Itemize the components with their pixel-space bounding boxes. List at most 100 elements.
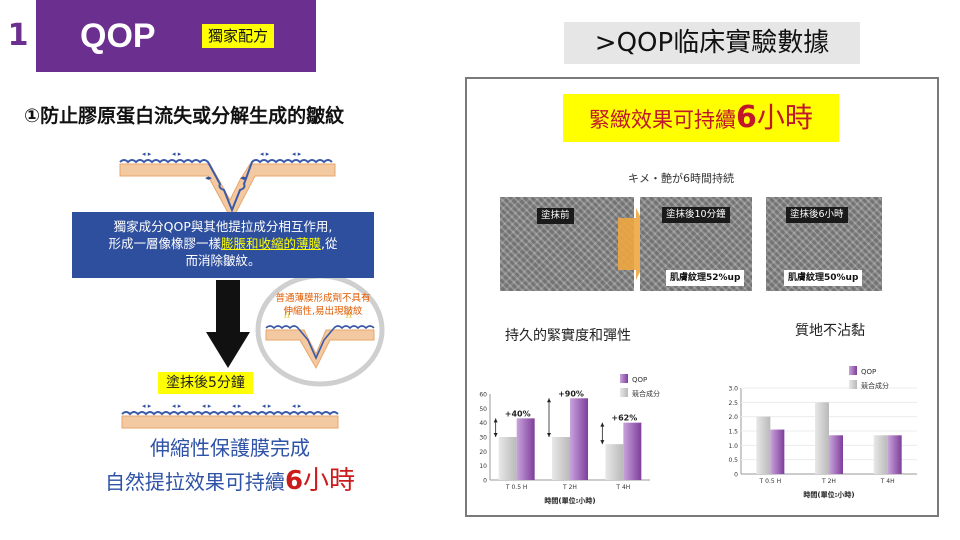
svg-text:◂ ▸: ◂ ▸ — [292, 150, 302, 158]
x-tick-label: T 2H — [562, 484, 577, 491]
legend-swatch-qop — [849, 366, 857, 375]
panel-headline-pre: 緊緻效果可持續 — [589, 108, 737, 132]
y-tick-label: 10 — [479, 463, 487, 470]
photo-label-10min: 塗抹後10分鐘 — [662, 207, 730, 223]
x-axis-label: 時間(單位:小時) — [544, 496, 595, 505]
panel-headline-number: 6 — [736, 100, 757, 135]
exclusive-tag: 獨家配方 — [202, 24, 275, 48]
product-title: QOP — [80, 17, 156, 55]
svg-text:ℓℓ: ℓℓ — [283, 311, 291, 320]
conclusion-hours-number: 6 — [284, 466, 304, 496]
x-tick-label: T 4H — [880, 478, 895, 485]
y-tick-label: 30 — [479, 435, 487, 442]
bar-compare — [605, 444, 624, 480]
mechanism-line-1: 獨家成分QOP與其他提拉成分相互作用, — [113, 219, 333, 234]
y-tick-label: 3.0 — [728, 386, 738, 393]
x-axis-label: 時間(單位:小時) — [803, 490, 854, 499]
legend-swatch-compare — [849, 380, 857, 389]
clinical-data-title: >QOP临床實驗數據 — [564, 22, 860, 64]
bar-compare — [756, 416, 771, 474]
panel-headline: 緊緻效果可持續6小時 — [563, 94, 839, 142]
legend-label-compare: 競合成分 — [861, 381, 889, 390]
bar-qop — [516, 418, 535, 480]
svg-text:ℓℓ: ℓℓ — [345, 311, 353, 320]
ordinary-film-note-line-1: 普通薄膜形成劑不具有 — [275, 293, 371, 304]
svg-text:◂ ▸: ◂ ▸ — [172, 150, 182, 158]
conclusion-line-2: 自然提拉效果可持續6小時 — [60, 466, 400, 497]
chart-2-title: 質地不沾黏 — [795, 323, 865, 339]
mechanism-description-box: 獨家成分QOP與其他提拉成分相互作用, 形成一層像橡膠一樣膨脹和收縮的薄膜,從 … — [72, 212, 374, 278]
mechanism-line-2-pre: 形成一層像橡膠一樣 — [108, 236, 221, 251]
x-tick-label: T 0.5 H — [759, 478, 782, 485]
film-illustration: ◂ ▸ ◂ ▸ ◂ ▸ ◂ ▸ ◂▸ ◂▸ ℓℓ ℓℓ ◂ ▸ ◂ ▸ ◂ ▸ ◂ ▸ ◂ ▸ ◂ … — [119, 150, 385, 429]
x-tick-label: T 4H — [615, 484, 630, 491]
mechanism-line-2-post: ,從 — [321, 236, 338, 251]
svg-text:◂ ▸: ◂ ▸ — [142, 402, 152, 410]
legend-label-qop: QOP — [861, 368, 876, 376]
svg-text:◂ ▸: ◂ ▸ — [292, 402, 302, 410]
skin-photo-before — [500, 197, 634, 291]
y-tick-label: 2.5 — [728, 400, 738, 407]
mechanism-highlight: 膨脹和收縮的薄膜 — [221, 236, 322, 251]
increase-arrowhead — [600, 422, 605, 427]
x-tick-label: T 0.5 H — [505, 484, 528, 491]
section-number: 1 — [0, 0, 38, 72]
ordinary-film-note-line-2: 伸縮性,易出現皺紋 — [283, 306, 363, 317]
photo-caption-6h: 肌膚紋理50%up — [784, 270, 863, 286]
ordinary-film-note: 普通薄膜形成劑不具有 伸縮性,易出現皺紋 — [264, 292, 382, 318]
increase-arrowhead — [547, 398, 551, 403]
bar-qop — [623, 422, 642, 480]
mechanism-line-3: 而消除皺紋。 — [185, 253, 261, 268]
mechanism-line-2: 形成一層像橡膠一樣膨脹和收縮的薄膜,從 — [78, 235, 368, 252]
legend-swatch-qop — [620, 374, 628, 383]
svg-text:◂▸: ◂▸ — [240, 174, 248, 182]
chart-1-title: 持久的緊實度和彈性 — [505, 328, 631, 344]
y-tick-label: 50 — [479, 406, 487, 413]
svg-text:◂ ▸: ◂ ▸ — [260, 150, 270, 158]
increase-label: +62% — [611, 414, 637, 423]
bar-compare — [815, 402, 829, 474]
y-tick-label: 40 — [479, 420, 487, 427]
increase-arrowhead — [493, 433, 498, 437]
y-tick-label: 0 — [734, 472, 738, 479]
svg-text:◂ ▸: ◂ ▸ — [232, 402, 242, 410]
bar-qop — [887, 435, 902, 474]
x-tick-label: T 2H — [821, 478, 836, 485]
conclusion-line-1: 伸縮性保護膜完成 — [150, 436, 310, 460]
photo-caption-10min: 肌膚紋理52%up — [666, 270, 745, 286]
y-tick-label: 1.5 — [728, 429, 738, 436]
after-5min-label: 塗抹後5分鐘 — [158, 372, 253, 394]
bar-qop — [829, 435, 843, 474]
y-tick-label: 60 — [479, 392, 487, 399]
conclusion-hours-unit: 小時 — [303, 466, 356, 496]
bar-qop — [570, 398, 588, 480]
bar-compare — [552, 437, 570, 480]
photo-label-6h: 塗抹後6小時 — [786, 207, 848, 223]
svg-text:◂ ▸: ◂ ▸ — [142, 150, 152, 158]
increase-label: +90% — [558, 389, 584, 398]
svg-text:◂ ▸: ◂ ▸ — [202, 402, 212, 410]
y-tick-label: 20 — [479, 449, 487, 456]
svg-text:◂▸: ◂▸ — [205, 174, 213, 182]
svg-text:◂ ▸: ◂ ▸ — [262, 402, 272, 410]
bar-qop — [770, 429, 785, 474]
y-tick-label: 2.0 — [728, 414, 738, 421]
legend-swatch-compare — [620, 388, 628, 397]
bar-compare — [873, 435, 888, 474]
clinical-panel — [465, 77, 939, 517]
svg-text:◂ ▸: ◂ ▸ — [172, 402, 182, 410]
legend-label-qop: QOP — [632, 376, 647, 384]
increase-arrowhead — [493, 418, 498, 423]
legend-label-compare: 競合成分 — [632, 389, 660, 398]
y-tick-label: 1.0 — [728, 443, 738, 450]
increase-label: +40% — [505, 409, 531, 418]
y-tick-label: 0 — [483, 478, 487, 485]
increase-arrowhead — [547, 433, 551, 437]
non-sticky-chart: 0 0.5 1.0 1.5 2.0 2.5 3.0 T 0.5 H T 2H T 4H QOP 競合成… — [728, 366, 917, 499]
panel-headline-unit: 小時 — [756, 101, 813, 134]
conclusion-line-2-pre: 自然提拉效果可持續 — [104, 470, 285, 494]
photo-label-before: 塗抹前 — [537, 208, 574, 224]
y-tick-label: 0.5 — [728, 457, 738, 464]
increase-arrowhead — [600, 440, 605, 445]
jp-note: キメ・艶が6時間持続 — [628, 172, 734, 185]
